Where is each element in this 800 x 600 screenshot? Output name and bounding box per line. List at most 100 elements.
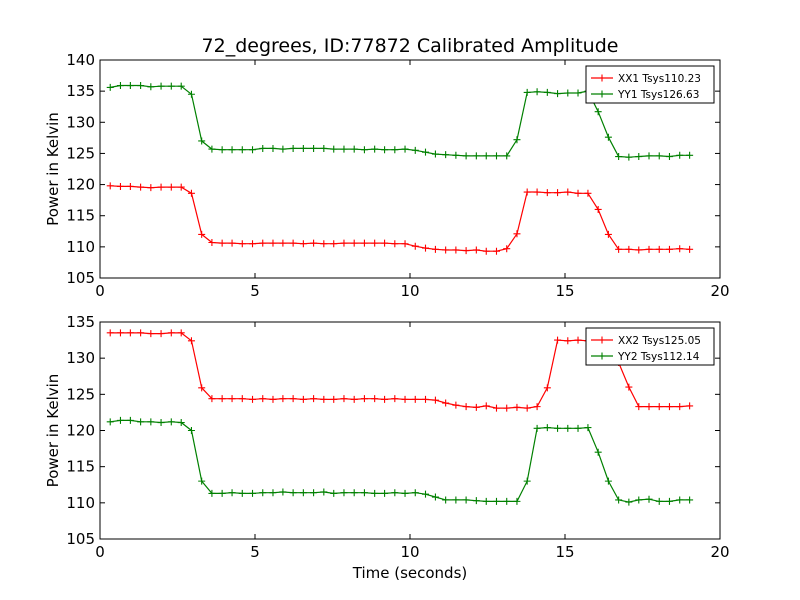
data-point-marker (177, 419, 185, 427)
data-point-marker (391, 489, 399, 497)
data-point-marker (472, 497, 480, 505)
x-tick-label: 20 (710, 543, 729, 561)
data-point-marker (411, 489, 419, 497)
data-point-marker (381, 395, 389, 403)
data-point-marker (279, 145, 287, 153)
data-point-marker (543, 189, 551, 197)
data-point-marker (411, 242, 419, 250)
y-tick-label: 105 (66, 530, 95, 548)
data-point-marker (371, 145, 379, 153)
data-point-marker (228, 239, 236, 247)
data-point-marker (686, 496, 694, 504)
data-point-marker (238, 395, 246, 403)
data-point-marker (442, 151, 450, 159)
data-point-marker (615, 153, 623, 161)
data-point-marker (665, 403, 673, 411)
y-tick-label: 135 (66, 313, 95, 331)
data-point-marker (422, 148, 429, 156)
data-point-marker (310, 144, 318, 152)
data-point-marker (411, 146, 419, 154)
data-point-marker (401, 489, 409, 497)
data-point-marker (625, 245, 633, 253)
data-point-marker (401, 240, 409, 248)
data-point-marker (198, 137, 206, 145)
data-point-marker (452, 496, 460, 504)
data-point-marker (401, 395, 409, 403)
data-point-marker (350, 239, 358, 247)
bottom-subplot: 0 5 10 15 20 105 110 115 120 125 130 135 Power in Ke… (44, 313, 730, 561)
data-point-marker (472, 246, 480, 254)
data-point-marker (299, 489, 307, 497)
data-point-marker (177, 183, 185, 191)
data-point-marker (279, 488, 287, 496)
data-point-marker (513, 497, 521, 505)
data-point-marker (360, 489, 368, 497)
data-point-marker (167, 418, 175, 426)
data-point-marker (503, 404, 511, 412)
data-point-marker (655, 403, 663, 411)
data-point-marker (482, 402, 490, 410)
data-point-marker (513, 230, 521, 238)
data-point-marker (472, 403, 480, 411)
data-point-marker (238, 489, 246, 497)
data-point-marker (310, 489, 318, 497)
data-point-marker (126, 182, 134, 190)
legend-label: XX2 Tsys125.05 (618, 335, 701, 347)
data-point-marker (391, 395, 399, 403)
data-point-marker (523, 88, 531, 96)
x-tick-label: 15 (555, 282, 574, 300)
data-point-marker (320, 240, 328, 248)
legend-label: XX1 Tsys110.23 (618, 73, 701, 85)
data-point-marker (249, 489, 257, 497)
data-point-marker (157, 419, 165, 427)
data-point-marker (431, 150, 439, 158)
data-point-marker (187, 427, 195, 434)
data-point-marker (431, 493, 439, 501)
y-tick-label: 120 (66, 176, 95, 194)
data-point-marker (330, 489, 338, 497)
data-point-marker (147, 418, 155, 426)
data-point-marker (187, 337, 195, 345)
data-point-marker (208, 238, 216, 246)
data-point-marker (137, 329, 145, 337)
data-point-marker (645, 403, 653, 411)
data-point-marker (116, 182, 124, 190)
data-point-marker (584, 189, 592, 197)
data-point-marker (126, 82, 134, 90)
data-point-marker (564, 337, 572, 345)
data-point-marker (574, 189, 582, 197)
data-point-marker (462, 152, 470, 160)
y-tick-label: 110 (66, 238, 95, 256)
data-point-marker (431, 396, 439, 404)
data-point-marker (147, 184, 155, 192)
data-point-marker (106, 83, 114, 91)
data-point-marker (269, 489, 277, 497)
data-point-marker (177, 82, 185, 90)
data-point-marker (625, 498, 633, 506)
data-point-marker (157, 82, 165, 90)
y-tick-label: 120 (66, 422, 95, 440)
data-point-marker (126, 329, 134, 337)
data-point-marker (360, 395, 368, 403)
data-point-marker (116, 416, 124, 424)
data-point-marker (299, 240, 307, 248)
data-point-marker (594, 448, 602, 456)
data-point-marker (422, 244, 429, 252)
data-point-marker (676, 245, 684, 253)
legend-box (585, 65, 715, 104)
y-tick-label: 125 (66, 144, 95, 162)
series-line (110, 419, 690, 503)
data-point-marker (594, 108, 602, 116)
data-point-marker (543, 88, 551, 96)
data-point-marker (492, 247, 500, 255)
data-point-marker (187, 189, 195, 197)
data-point-marker (218, 489, 226, 497)
data-point-marker (340, 489, 348, 497)
data-point-marker (564, 89, 572, 97)
data-point-marker (625, 383, 633, 391)
data-point-marker (686, 151, 694, 159)
y-tick-label: 130 (66, 349, 95, 367)
y-tick-label: 140 (66, 51, 95, 69)
data-point-marker (574, 89, 582, 97)
legend-marker (598, 74, 606, 82)
